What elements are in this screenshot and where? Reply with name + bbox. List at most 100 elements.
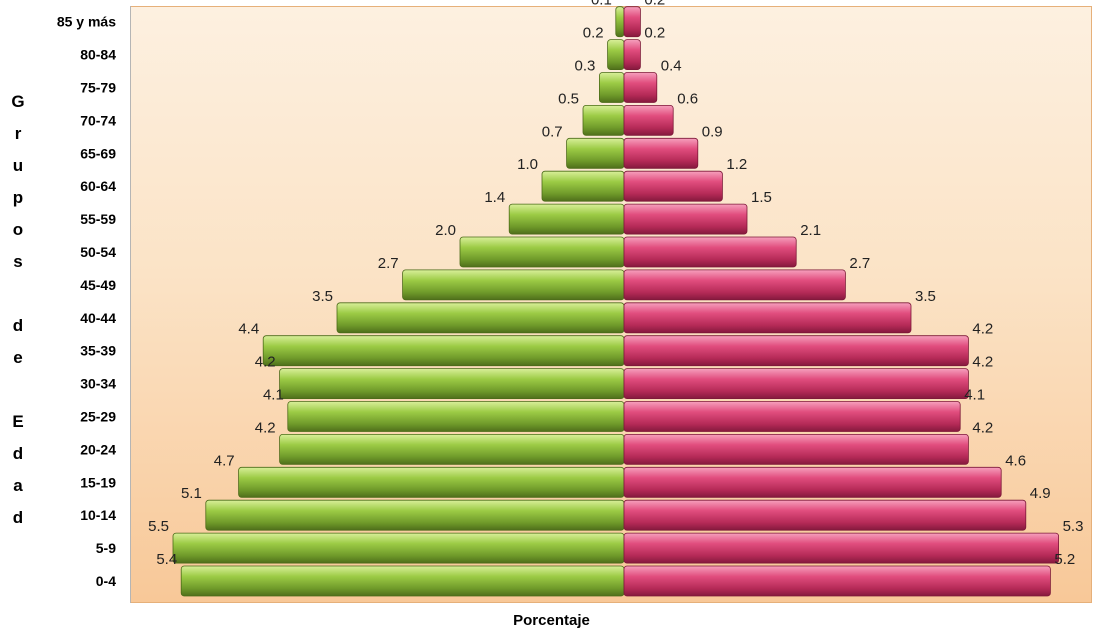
bar-left-11: [508, 203, 625, 235]
value-label-left-11: 1.4: [484, 189, 505, 206]
bar-left-0: [180, 565, 625, 597]
bar-right-17: [623, 6, 641, 38]
bar-right-8: [623, 302, 912, 334]
value-label-right-0: 5.2: [1054, 551, 1075, 568]
bar-right-11: [623, 203, 748, 235]
value-label-left-16: 0.2: [583, 25, 604, 42]
value-label-right-5: 4.1: [964, 387, 985, 404]
bar-right-2: [623, 499, 1027, 531]
value-label-left-6: 4.2: [255, 354, 276, 371]
value-label-left-5: 4.1: [263, 387, 284, 404]
value-label-right-9: 2.7: [849, 255, 870, 272]
y-axis-title-letter: E: [12, 412, 24, 431]
bar-left-4: [279, 433, 625, 465]
bar-left-9: [402, 269, 625, 301]
y-axis-title-letter: o: [12, 220, 24, 239]
value-label-left-8: 3.5: [312, 288, 333, 305]
category-label-5: 25-29: [80, 409, 116, 425]
bar-right-3: [623, 466, 1002, 498]
bar-right-5: [623, 401, 961, 432]
bar-left-15: [599, 72, 625, 103]
bar-left-12: [541, 170, 625, 202]
value-label-left-9: 2.7: [378, 255, 399, 272]
value-label-left-14: 0.5: [558, 90, 579, 107]
bar-right-16: [623, 39, 641, 70]
bar-left-17: [615, 6, 625, 38]
value-label-right-3: 4.6: [1005, 452, 1026, 469]
category-label-1: 5-9: [96, 540, 116, 556]
bar-right-1: [623, 532, 1060, 564]
value-label-right-1: 5.3: [1063, 518, 1084, 535]
bar-left-7: [262, 335, 625, 367]
value-label-right-17: 0.2: [644, 0, 665, 9]
value-label-right-4: 4.2: [972, 419, 993, 436]
category-label-2: 10-14: [80, 507, 116, 523]
value-label-right-10: 2.1: [800, 222, 821, 239]
value-label-right-16: 0.2: [644, 25, 665, 42]
bar-left-13: [566, 137, 625, 169]
value-labels: 5.4 5.2 5.5 5.3 5.1 4.9 4.7 4.6 4.2 4.2 4.1 4.1 4.2 4…: [148, 0, 1083, 568]
bar-left-3: [238, 466, 625, 498]
y-axis-title-letter: r: [14, 124, 22, 143]
bar-left-6: [279, 368, 625, 400]
value-label-left-0: 5.4: [156, 551, 177, 568]
value-label-right-14: 0.6: [677, 90, 698, 107]
category-label-17: 85 y más: [57, 14, 116, 30]
value-label-right-6: 4.2: [972, 354, 993, 371]
y-axis-title-letter: G: [11, 92, 25, 111]
category-label-7: 35-39: [80, 343, 116, 359]
bar-left-10: [459, 236, 625, 268]
y-axis-title-letter: u: [12, 156, 24, 175]
value-label-right-12: 1.2: [726, 156, 747, 173]
category-label-8: 40-44: [80, 310, 116, 326]
value-label-left-3: 4.7: [214, 452, 235, 469]
bar-left-1: [172, 532, 625, 564]
value-label-right-15: 0.4: [661, 58, 682, 75]
category-label-9: 45-49: [80, 277, 116, 293]
y-axis-title-letter: a: [13, 476, 23, 495]
value-label-left-15: 0.3: [575, 58, 596, 75]
category-label-12: 60-64: [80, 178, 116, 194]
value-label-left-4: 4.2: [255, 419, 276, 436]
category-label-15: 75-79: [80, 80, 116, 96]
category-axis-line: [130, 6, 131, 603]
category-label-11: 55-59: [80, 211, 116, 227]
y-axis-title-letter: d: [12, 508, 24, 527]
bar-left-16: [607, 39, 625, 70]
category-label-4: 20-24: [80, 441, 116, 457]
bar-right-12: [623, 170, 723, 202]
bar-right-6: [623, 368, 969, 400]
bar-right-0: [623, 565, 1051, 597]
x-axis-title: Porcentaje: [513, 612, 590, 629]
category-label-14: 70-74: [80, 112, 116, 128]
bars-right-series: [623, 6, 1060, 597]
y-axis-title-letter: d: [12, 444, 24, 463]
value-label-right-2: 4.9: [1030, 485, 1051, 502]
bar-left-2: [205, 499, 625, 531]
category-label-3: 15-19: [80, 474, 116, 490]
category-label-10: 50-54: [80, 244, 116, 260]
value-label-left-12: 1.0: [517, 156, 538, 173]
bar-right-13: [623, 137, 699, 169]
value-label-left-17: 0.1: [591, 0, 612, 9]
y-axis-title-letter: d: [12, 316, 24, 335]
value-label-left-1: 5.5: [148, 518, 169, 535]
category-tick-labels: 0-4 5-9 10-14 15-19 20-24 25-29 30-34 35-39 40-4…: [57, 14, 116, 589]
value-label-left-13: 0.7: [542, 123, 563, 140]
bar-right-10: [623, 236, 797, 268]
bar-right-14: [623, 105, 674, 136]
bar-left-14: [582, 105, 625, 136]
bar-right-7: [623, 335, 969, 367]
bar-right-15: [623, 72, 658, 103]
bar-right-4: [623, 433, 969, 465]
value-label-left-2: 5.1: [181, 485, 202, 502]
bars-left-series: [172, 6, 625, 597]
value-label-right-7: 4.2: [972, 321, 993, 338]
y-axis-title-letter: s: [13, 252, 23, 271]
category-label-6: 30-34: [80, 376, 116, 392]
category-label-13: 65-69: [80, 145, 116, 161]
bar-right-9: [623, 269, 846, 301]
value-label-left-7: 4.4: [238, 321, 259, 338]
value-label-right-8: 3.5: [915, 288, 936, 305]
